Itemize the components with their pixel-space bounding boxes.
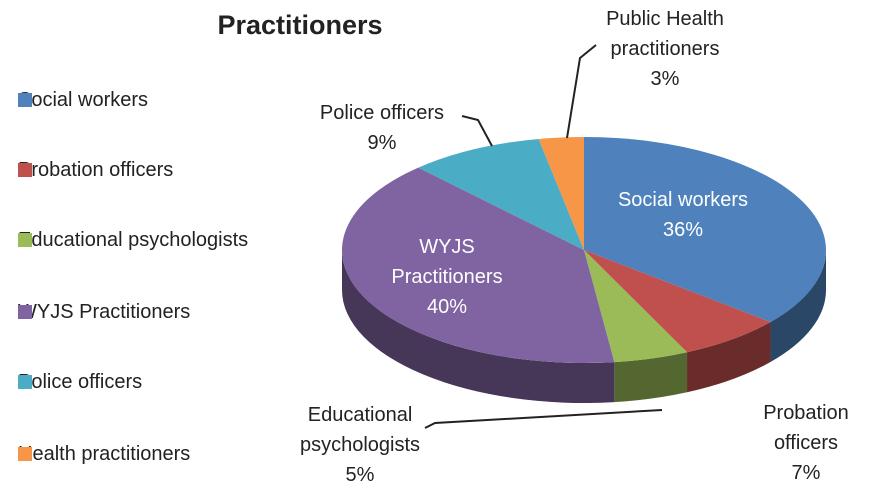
leader-line bbox=[461, 115, 493, 147]
legend-swatch bbox=[18, 305, 32, 319]
legend-label: Educational psychologists bbox=[18, 229, 249, 251]
legend-swatch bbox=[18, 447, 32, 461]
slice bbox=[584, 250, 688, 363]
legend-swatch bbox=[18, 233, 32, 247]
data-label-name: Social workers bbox=[617, 189, 749, 211]
data-label: Educational psychologists 5% bbox=[275, 400, 445, 490]
slice bbox=[584, 137, 826, 323]
legend-item: Social workers bbox=[18, 84, 148, 116]
legend-swatch bbox=[18, 375, 32, 389]
legend-item: WYJS Practitioners bbox=[18, 296, 190, 328]
legend-item: Health practitioners bbox=[18, 438, 190, 470]
slice bbox=[341, 167, 615, 363]
data-label-value: 9% bbox=[367, 132, 397, 154]
slice-side bbox=[770, 250, 826, 363]
legend-item: Educational psychologists bbox=[18, 224, 248, 256]
leader-line bbox=[566, 44, 597, 139]
slice bbox=[584, 250, 771, 353]
data-label-name: WYJS Practitioners bbox=[391, 236, 503, 288]
legend-item: Police officers bbox=[18, 366, 142, 398]
data-label-value: 5% bbox=[345, 464, 375, 486]
data-label: Social workers 36% bbox=[593, 185, 773, 245]
data-label-value: 36% bbox=[662, 219, 704, 241]
legend-label: Police officers bbox=[18, 371, 143, 393]
data-label-value: 3% bbox=[650, 68, 680, 90]
slice bbox=[418, 139, 584, 250]
data-label-name: Police officers bbox=[319, 102, 445, 124]
data-label-name: Probation officers bbox=[763, 402, 849, 454]
legend-swatch bbox=[18, 163, 32, 177]
data-label-name: Public Health practitioners bbox=[606, 8, 724, 60]
data-label: Probation officers 7% bbox=[741, 398, 871, 488]
data-label-name: Educational psychologists bbox=[299, 404, 421, 456]
legend-label: Social workers bbox=[18, 89, 149, 111]
legend-label: Health practitioners bbox=[18, 443, 191, 465]
slice bbox=[538, 137, 584, 250]
data-label: WYJS Practitioners 40% bbox=[372, 232, 522, 322]
legend-item: Probation officers bbox=[18, 154, 173, 186]
slice-side bbox=[342, 250, 615, 403]
data-label-value: 7% bbox=[791, 462, 821, 484]
legend-swatch bbox=[18, 93, 32, 107]
chart-title: Practitioners bbox=[217, 10, 383, 40]
slice-side bbox=[614, 352, 688, 403]
data-label-value: 40% bbox=[426, 296, 468, 318]
legend-label: Probation officers bbox=[18, 159, 174, 181]
legend-label: WYJS Practitioners bbox=[18, 301, 191, 323]
slice-side bbox=[687, 322, 771, 393]
leader-line bbox=[424, 409, 663, 429]
data-label: Public Health practitioners 3% bbox=[585, 4, 745, 94]
data-label: Police officers 9% bbox=[297, 98, 467, 158]
pie bbox=[341, 137, 826, 403]
